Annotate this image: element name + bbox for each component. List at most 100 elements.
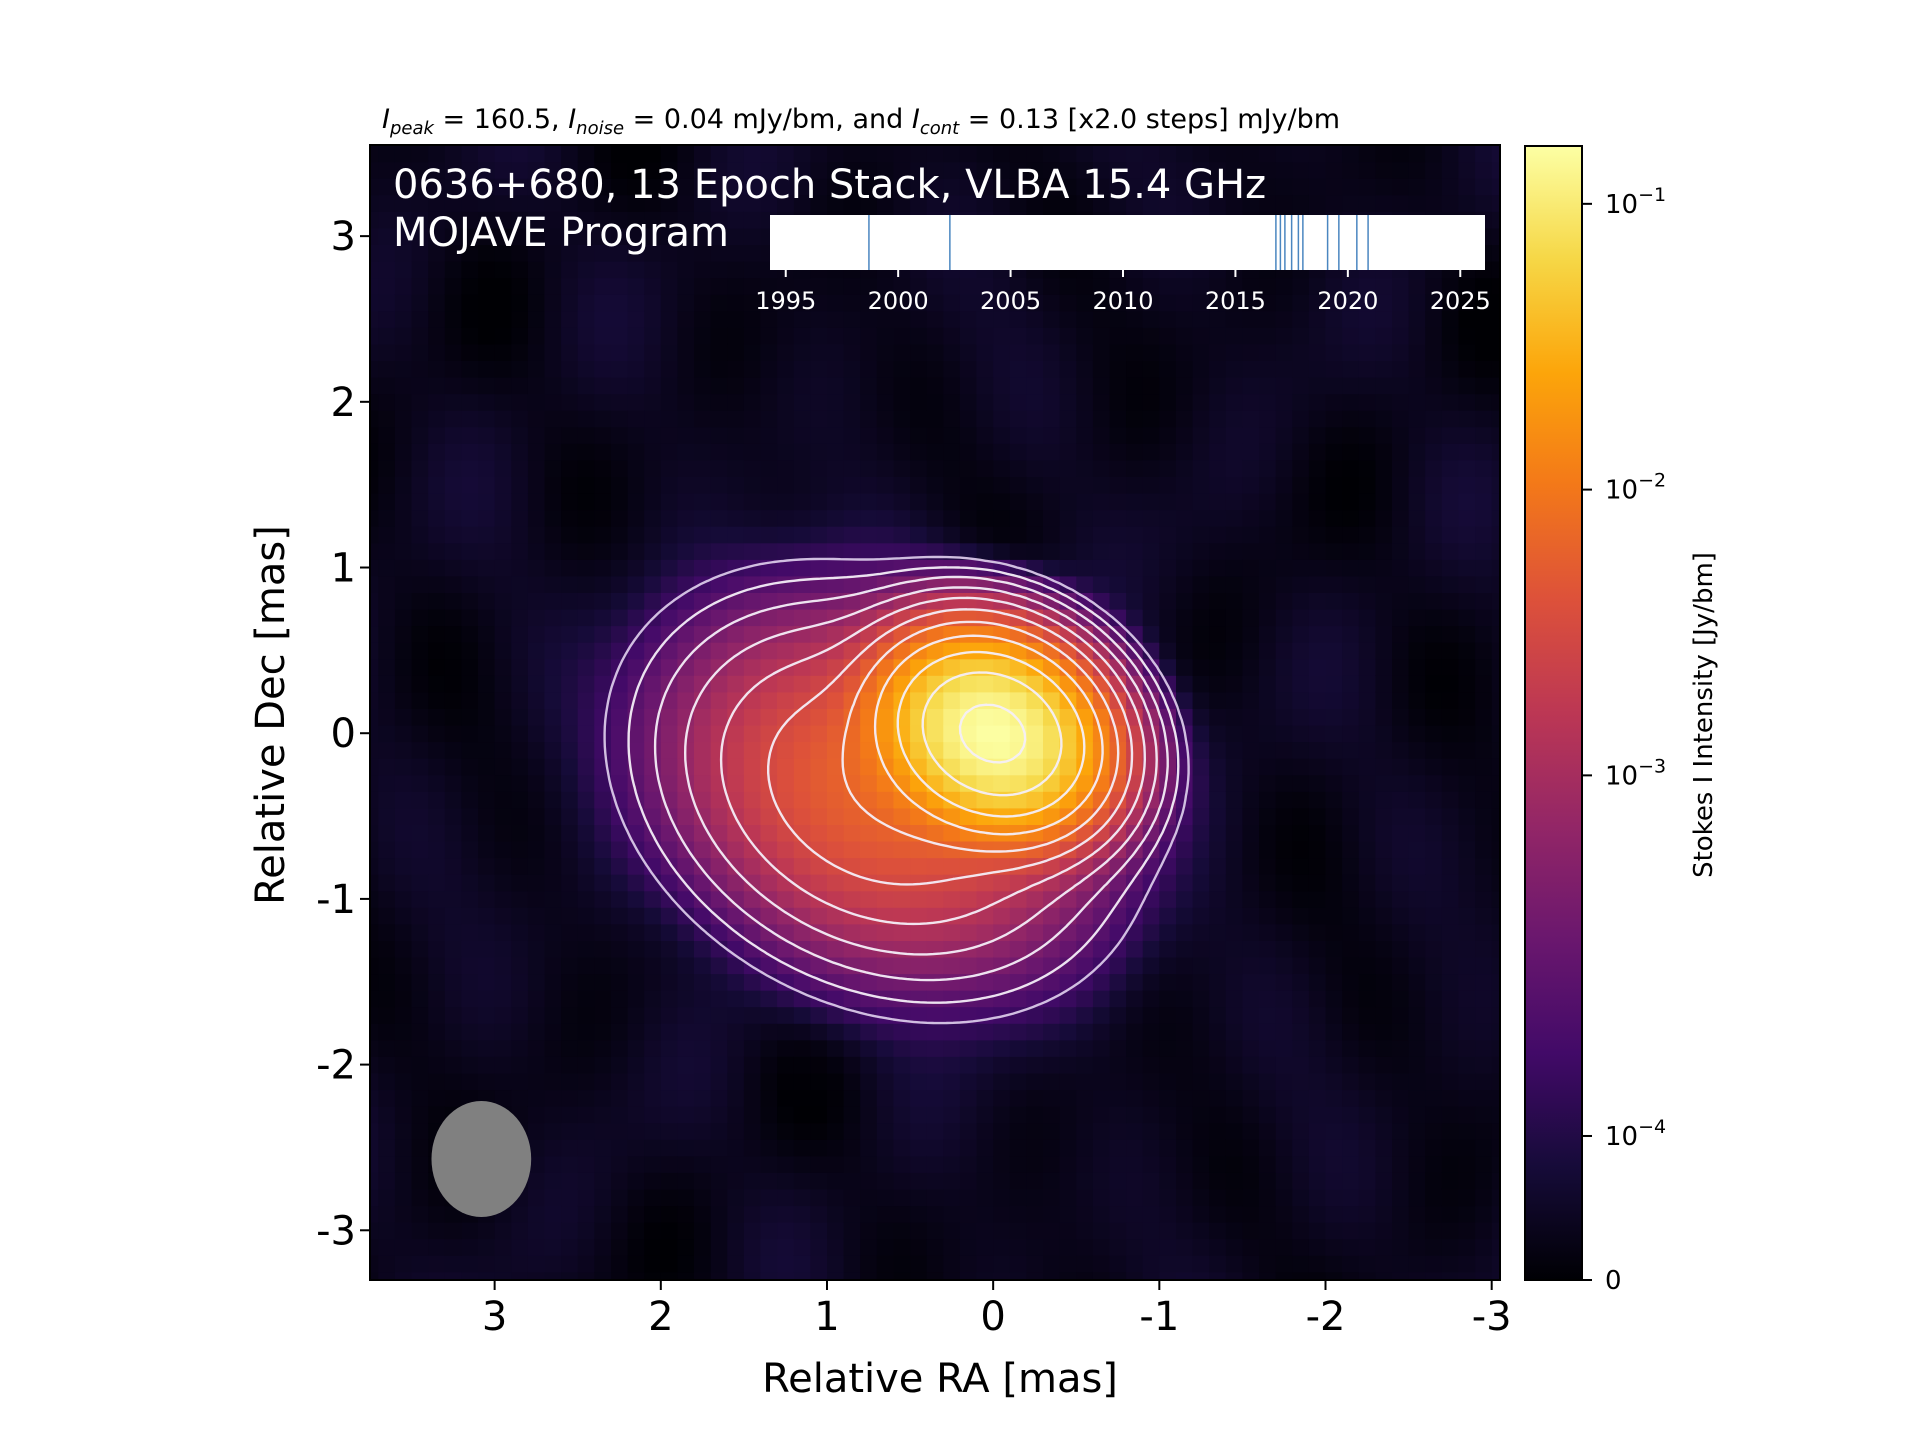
heatmap-cell — [777, 542, 795, 560]
heatmap-cell — [1242, 277, 1260, 295]
heatmap-cell — [627, 294, 645, 312]
heatmap-cell — [926, 1172, 944, 1190]
heatmap-cell — [760, 509, 778, 527]
heatmap-cell — [710, 1139, 728, 1157]
heatmap-cell — [370, 642, 379, 660]
heatmap-cell — [727, 956, 745, 975]
heatmap-cell — [1325, 178, 1343, 196]
heatmap-cell — [1458, 608, 1476, 627]
heatmap-cell — [394, 741, 413, 759]
heatmap-cell — [827, 559, 845, 577]
heatmap-cell — [1126, 890, 1144, 908]
heatmap-cell — [411, 360, 429, 378]
heatmap-cell — [959, 1271, 978, 1280]
heatmap-cell — [1292, 509, 1310, 527]
heatmap-cell — [760, 691, 778, 709]
heatmap-cell — [478, 1255, 496, 1273]
heatmap-cell — [577, 294, 595, 312]
heatmap-cell — [710, 1039, 728, 1057]
heatmap-cell — [710, 642, 728, 660]
heatmap-cell — [1242, 1155, 1260, 1173]
heatmap-cell — [1225, 360, 1243, 378]
heatmap-cell — [1159, 956, 1177, 975]
heatmap-cell — [527, 990, 546, 1008]
heatmap-cell — [660, 1089, 678, 1107]
heatmap-cell — [1126, 1006, 1144, 1024]
heatmap-cell — [993, 824, 1011, 842]
heatmap-cell — [394, 526, 413, 544]
heatmap-cell — [710, 459, 728, 477]
heatmap-cell — [926, 642, 944, 660]
heatmap-cell — [594, 1089, 612, 1107]
heatmap-cell — [1392, 145, 1410, 163]
heatmap-cell — [1192, 377, 1210, 395]
heatmap-cell — [694, 758, 712, 776]
heatmap-cell — [1259, 377, 1277, 395]
heatmap-cell — [611, 1172, 629, 1190]
heatmap-cell — [1375, 145, 1393, 146]
heatmap-cell — [860, 1056, 878, 1074]
heatmap-cell — [411, 443, 429, 461]
heatmap-cell — [710, 973, 728, 991]
heatmap-cell — [627, 542, 645, 560]
heatmap-cell — [1043, 1172, 1061, 1190]
heatmap-cell — [810, 758, 828, 776]
heatmap-cell — [494, 592, 512, 610]
heatmap-cell — [1342, 625, 1360, 643]
heatmap-cell — [611, 973, 629, 991]
heatmap-cell — [594, 145, 612, 163]
heatmap-cell — [428, 642, 446, 660]
heatmap-cell — [1441, 178, 1459, 196]
heatmap-cell — [461, 956, 479, 975]
heatmap-cell — [428, 1238, 446, 1256]
heatmap-cell — [1308, 890, 1327, 908]
heatmap-cell — [876, 1238, 894, 1256]
heatmap-cell — [1425, 1139, 1443, 1157]
heatmap-cell — [827, 294, 845, 312]
heatmap-cell — [411, 1023, 429, 1041]
heatmap-cell — [428, 509, 446, 527]
heatmap-cell — [1192, 1106, 1210, 1124]
heatmap-cell — [561, 393, 579, 411]
heatmap-cell — [527, 923, 546, 941]
heatmap-cell — [843, 1255, 861, 1273]
heatmap-cell — [1292, 956, 1310, 975]
heatmap-cell — [378, 575, 396, 593]
heatmap-cell — [494, 890, 512, 908]
heatmap-cell — [627, 277, 645, 295]
heatmap-cell — [926, 443, 944, 461]
heatmap-cell — [827, 824, 845, 842]
heatmap-cell — [943, 426, 961, 444]
heatmap-cell — [1358, 310, 1376, 328]
heatmap-cell — [511, 542, 529, 560]
heatmap-cell — [793, 509, 811, 527]
heatmap-cell — [1458, 592, 1476, 610]
heatmap-cell — [793, 459, 811, 477]
heatmap-cell — [876, 857, 894, 875]
heatmap-cell — [577, 741, 595, 759]
heatmap-cell — [793, 758, 811, 776]
heatmap-cell — [1242, 1205, 1260, 1223]
heatmap-cell — [710, 1238, 728, 1256]
heatmap-cell — [1375, 1188, 1393, 1207]
heatmap-cell — [1159, 1106, 1177, 1124]
heatmap-cell — [1259, 940, 1277, 958]
heatmap-cell — [1491, 774, 1500, 792]
heatmap-cell — [370, 443, 379, 461]
heatmap-cell — [876, 1089, 894, 1107]
heatmap-cell — [993, 277, 1011, 295]
heatmap-cell — [1242, 824, 1260, 842]
heatmap-cell — [926, 1056, 944, 1074]
heatmap-cell — [594, 426, 612, 444]
heatmap-cell — [827, 493, 845, 511]
heatmap-cell — [1342, 791, 1360, 809]
heatmap-cell — [1026, 1155, 1044, 1173]
heatmap-cell — [461, 310, 479, 328]
heatmap-cell — [976, 973, 994, 991]
heatmap-cell — [1209, 658, 1227, 676]
heatmap-cell — [1342, 1039, 1360, 1057]
heatmap-cell — [1325, 675, 1343, 693]
heatmap-cell — [1176, 923, 1194, 941]
heatmap-cell — [660, 261, 678, 279]
heatmap-cell — [411, 1172, 429, 1190]
